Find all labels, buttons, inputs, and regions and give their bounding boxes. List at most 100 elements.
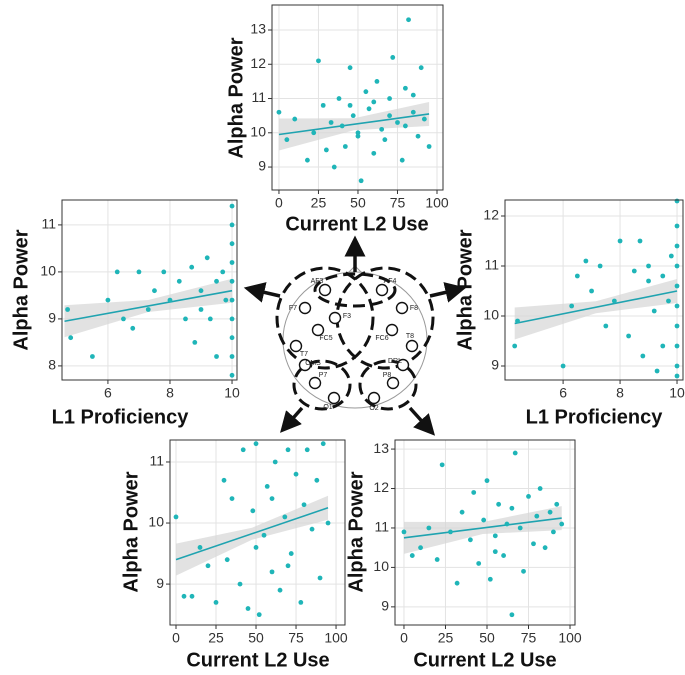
y-tick-label: 10	[250, 123, 266, 139]
point	[487, 576, 493, 582]
point	[204, 255, 210, 261]
point	[617, 238, 623, 244]
point	[311, 130, 317, 136]
point	[189, 264, 195, 270]
electrode-label: T7	[300, 351, 308, 358]
point	[559, 521, 565, 527]
point	[240, 447, 246, 453]
point	[551, 529, 556, 535]
point	[626, 333, 632, 339]
point	[660, 273, 666, 279]
point	[651, 308, 657, 314]
point	[229, 260, 235, 265]
trend-line	[514, 290, 678, 325]
point	[237, 581, 243, 587]
point	[504, 521, 510, 527]
x-axis-label: L1 Proficiency	[52, 406, 190, 428]
electrode-label: P8	[383, 372, 392, 379]
point	[192, 340, 198, 345]
point	[198, 288, 204, 294]
x-axis-label: Current L2 Use	[285, 213, 428, 235]
point	[347, 102, 353, 108]
point	[640, 353, 646, 359]
electrode-label: F3	[343, 313, 351, 320]
point	[471, 490, 477, 495]
point	[554, 501, 560, 507]
y-tick-label: 9	[258, 158, 266, 174]
electrode	[405, 339, 419, 353]
point	[214, 354, 219, 359]
y-tick-label: 11	[41, 216, 56, 232]
electrode	[395, 301, 409, 315]
x-tick-label: 25	[311, 195, 327, 211]
point	[167, 297, 173, 303]
electrode	[396, 358, 410, 372]
point	[229, 241, 235, 247]
y-tick-label: 9	[156, 575, 164, 591]
electrode	[386, 376, 400, 390]
point	[284, 137, 290, 143]
y-axis-label: Alpha Power	[10, 229, 32, 350]
point	[521, 568, 526, 574]
point	[410, 109, 416, 115]
point	[288, 551, 294, 556]
point	[358, 178, 364, 184]
point	[314, 477, 320, 483]
x-tick-label: 100	[324, 630, 348, 646]
electrode	[289, 339, 303, 353]
point	[454, 580, 460, 586]
point	[189, 593, 195, 599]
point	[406, 17, 411, 23]
point	[674, 363, 680, 369]
point	[654, 368, 660, 374]
point	[198, 307, 204, 312]
point	[355, 130, 361, 136]
y-tick-label: 10	[373, 558, 389, 574]
point	[434, 557, 440, 562]
point	[512, 343, 518, 349]
point	[114, 269, 120, 275]
plot-border	[271, 4, 444, 191]
point	[603, 323, 609, 329]
x-tick-label: 8	[616, 385, 624, 401]
point	[221, 477, 227, 483]
point	[331, 164, 337, 170]
point	[282, 514, 288, 520]
x-tick-label: 50	[479, 630, 495, 646]
point	[448, 529, 453, 535]
point	[515, 318, 520, 324]
trend-line	[64, 289, 233, 323]
group-top	[313, 272, 397, 308]
point	[531, 541, 536, 547]
arrow	[280, 406, 304, 433]
electrode	[367, 391, 381, 405]
point	[371, 150, 377, 156]
point	[229, 335, 235, 341]
point	[509, 612, 515, 618]
x-axis-label: L1 Proficiency	[526, 406, 664, 428]
electrode-label: F8	[410, 305, 418, 312]
x-tick-label: 6	[559, 385, 567, 401]
y-tick-label: 9	[381, 598, 389, 614]
point	[256, 612, 262, 618]
point	[105, 297, 111, 303]
electrode	[385, 323, 399, 337]
point	[674, 323, 680, 329]
point	[205, 563, 211, 569]
electrode-label: FC6	[375, 335, 388, 342]
point	[272, 459, 278, 465]
point	[277, 587, 283, 593]
y-tick-label: 12	[250, 55, 266, 71]
point	[285, 447, 291, 453]
electrode	[298, 358, 312, 372]
point	[229, 372, 235, 378]
point	[674, 283, 680, 289]
point	[611, 298, 617, 304]
point	[409, 553, 415, 558]
point	[183, 316, 188, 322]
point	[387, 96, 392, 101]
y-tick-label: 12	[373, 479, 389, 495]
point	[542, 545, 548, 551]
point	[583, 258, 589, 264]
point	[90, 354, 95, 359]
